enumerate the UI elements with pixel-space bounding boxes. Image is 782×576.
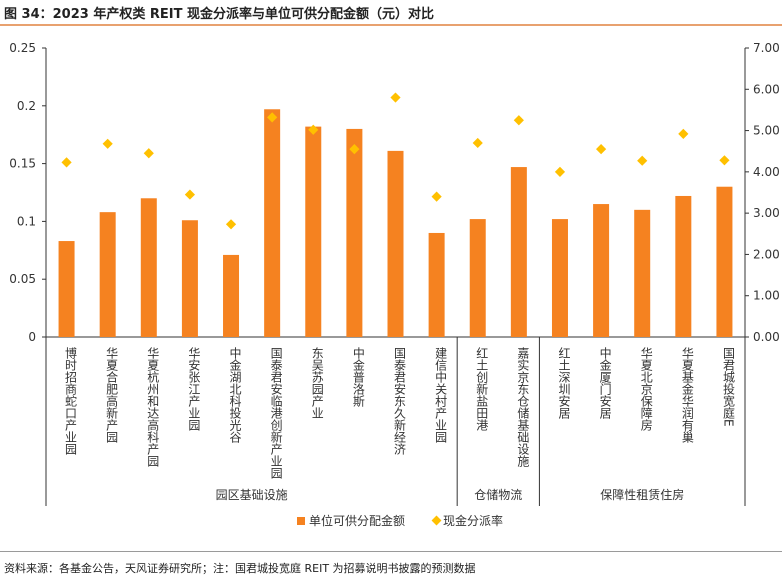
bar [469, 219, 486, 337]
legend-bar-label: 单位可供分配金额 [309, 513, 405, 528]
scatter-point [595, 144, 607, 155]
group-label: 园区基础设施 [216, 488, 288, 502]
bar [181, 220, 198, 337]
category-label: 华夏北京保障房 [639, 347, 653, 431]
left-tick-label: 0 [28, 330, 36, 344]
bar [305, 126, 322, 337]
scatter-point [678, 128, 689, 139]
category-label: 东吴苏园产业 [310, 347, 324, 419]
left-tick-label: 0.15 [9, 157, 36, 171]
bar [510, 167, 527, 337]
scatter-point [472, 137, 483, 149]
right-tick-label: 3.00 [753, 206, 780, 220]
scatter-point [61, 157, 72, 168]
bar [140, 198, 157, 337]
category-label: 红土创新盐田港 [475, 346, 489, 431]
bar [593, 204, 610, 337]
right-tick-label: 0.00 [753, 330, 780, 344]
bar [346, 128, 363, 337]
category-label: 中金普洛斯 [351, 346, 365, 408]
bar [99, 212, 116, 337]
scatter-point [513, 115, 524, 126]
right-tick-label: 7.00 [753, 41, 780, 55]
bar [675, 195, 692, 337]
scatter-point [390, 92, 401, 103]
category-label: 中金湖北科投光谷 [228, 346, 242, 444]
right-tick-label: 6.00 [753, 82, 780, 96]
bar [58, 241, 75, 337]
category-label: 红土深圳安居 [557, 346, 571, 420]
bar [634, 209, 651, 337]
category-label: 嘉实京东仓储基础设施 [516, 347, 530, 467]
category-label: 建信中关村产业园 [434, 347, 448, 444]
bar [716, 186, 733, 337]
scatter-point [143, 148, 154, 159]
scatter-point [431, 191, 442, 202]
category-label: 华安张江产业园 [187, 347, 201, 432]
left-tick-label: 0.05 [9, 272, 36, 286]
scatter-point [225, 219, 237, 230]
legend-marker-label: 现金分派率 [443, 513, 503, 528]
left-tick-label: 0.25 [9, 41, 36, 55]
category-label: 中金厦门安居 [598, 346, 612, 420]
bar [223, 254, 240, 337]
left-tick-label: 0.1 [17, 214, 36, 228]
scatter-point [719, 155, 730, 166]
category-label: 国泰君安临港创新产业园 [269, 347, 283, 480]
category-label: 国泰君安东久新经济 [393, 347, 407, 455]
source-note: 资料来源：各基金公告，天风证券研究所；注：国君城投宽庭 REIT 为招募说明书披… [4, 562, 476, 575]
category-label: 华夏合肥高新产园 [105, 347, 119, 444]
scatter-point [637, 155, 648, 166]
bar [387, 150, 404, 337]
category-label: 华夏基金华润有巢 [680, 347, 694, 443]
scatter-point [184, 189, 196, 200]
category-label: 国君城投宽庭E [721, 347, 735, 427]
bar [428, 232, 445, 337]
right-tick-label: 5.00 [753, 124, 780, 138]
bar [551, 219, 568, 337]
group-label: 仓储物流 [474, 487, 522, 502]
scatter-point [102, 138, 113, 149]
left-tick-label: 0.2 [17, 99, 36, 113]
chart-title: 图 34：2023 年产权类 REIT 现金分派率与单位可供分配金额（元）对比 [4, 7, 434, 22]
legend-bar-swatch [297, 517, 305, 525]
category-label: 华夏杭州和达高科产园 [146, 347, 160, 468]
right-tick-label: 4.00 [753, 165, 780, 179]
bar [264, 109, 281, 337]
category-label: 博时招商蛇口产业园 [64, 346, 78, 456]
right-tick-label: 2.00 [753, 247, 780, 261]
group-label: 保障性租赁住房 [600, 487, 684, 502]
scatter-point [554, 166, 566, 177]
right-tick-label: 1.00 [753, 289, 780, 303]
title-bar: 图 34：2023 年产权类 REIT 现金分派率与单位可供分配金额（元）对比 [0, 0, 782, 26]
legend-marker-swatch [431, 515, 442, 526]
scatter-point [349, 144, 360, 155]
source-divider [0, 551, 782, 552]
